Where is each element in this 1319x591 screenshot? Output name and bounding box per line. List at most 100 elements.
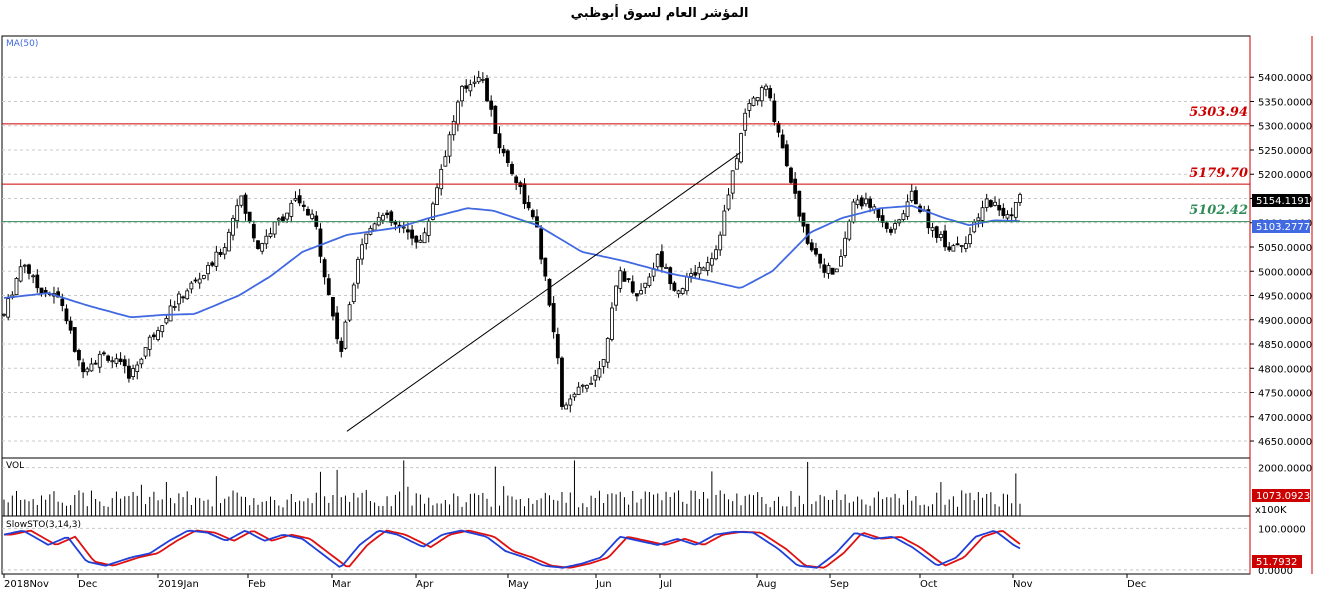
candle-body <box>147 336 152 350</box>
candle-body <box>926 209 931 229</box>
price-tick-label: 4850.0000 <box>1258 340 1312 351</box>
candle-body <box>643 282 648 288</box>
candle-body <box>585 385 589 389</box>
candle-body <box>460 85 464 102</box>
candle-body <box>410 229 414 239</box>
candle-body <box>85 368 90 373</box>
x-tick-label: Aug <box>757 579 777 590</box>
candle-body <box>955 243 960 246</box>
candle-body <box>776 122 781 133</box>
candle-body <box>472 81 477 84</box>
candle-body <box>943 230 947 248</box>
candle-body <box>27 264 31 274</box>
candle-body <box>822 264 827 273</box>
candle-body <box>264 235 269 245</box>
candle-body <box>1013 201 1018 218</box>
candle-body <box>739 133 743 163</box>
candle-body <box>639 290 643 295</box>
candle-body <box>210 262 215 266</box>
candle-body <box>35 274 40 289</box>
price-tick-label: 4900.0000 <box>1258 316 1312 327</box>
candle-body <box>335 312 340 340</box>
volume-readout-box <box>1252 489 1310 502</box>
candle-body <box>351 284 356 303</box>
price-tick-label: 5250.0000 <box>1258 146 1312 157</box>
candle-body <box>322 259 327 278</box>
candle-body <box>564 404 569 410</box>
candle-body <box>568 398 573 406</box>
candle-body <box>497 133 502 149</box>
candle-body <box>160 325 165 333</box>
candle-body <box>222 247 227 255</box>
resistance-level-label-upper: 5303.94 <box>1189 105 1248 120</box>
candle-body <box>97 353 102 368</box>
candle-body <box>426 220 431 236</box>
candle-body <box>480 78 485 81</box>
candle-body <box>181 296 185 299</box>
candle-body <box>385 212 389 216</box>
candle-body <box>72 327 77 352</box>
candle-body <box>356 259 360 284</box>
candle-body <box>630 281 635 293</box>
candle-body <box>976 217 981 222</box>
candle-body <box>726 194 731 210</box>
candle-body <box>526 202 531 209</box>
candle-body <box>510 164 514 175</box>
candle-body <box>176 293 181 305</box>
price-tick-label: 5350.0000 <box>1258 97 1312 108</box>
price-tick-label: 4750.0000 <box>1258 389 1312 400</box>
stochastic-indicator-label: SlowSTO(3,14,3) <box>6 520 81 530</box>
candle-body <box>364 233 369 244</box>
price-tick-label: 4950.0000 <box>1258 292 1312 303</box>
candle-body <box>268 233 273 237</box>
candle-body <box>980 207 985 221</box>
candle-body <box>89 363 94 372</box>
candle-body <box>589 382 594 385</box>
candle-body <box>68 320 73 331</box>
candle-body <box>963 243 968 249</box>
ma-indicator-label: MA(50) <box>6 39 38 49</box>
ma-readout-box <box>1252 220 1310 233</box>
stochastic-tick-label: 0.0000 <box>1258 566 1293 577</box>
candle-body <box>455 101 460 125</box>
candle-body <box>909 190 914 201</box>
price-tick-label: 5300.0000 <box>1258 122 1312 133</box>
candle-body <box>759 87 764 102</box>
candle-body <box>714 249 718 260</box>
candle-body <box>801 212 806 227</box>
candle-body <box>110 360 115 363</box>
candle-body <box>818 253 823 264</box>
candle-body <box>743 112 748 131</box>
candle-body <box>414 235 419 243</box>
candle-body <box>1018 194 1022 203</box>
volume-readout: 1073.0923 <box>1256 491 1310 502</box>
price-tick-label: 4700.0000 <box>1258 413 1312 424</box>
candle-body <box>135 364 140 372</box>
x-tick-label: Nov <box>1013 579 1033 590</box>
x-tick-label: 2018Nov <box>4 579 49 590</box>
candle-body <box>830 267 835 275</box>
x-tick-label: Jul <box>659 579 672 590</box>
resistance-level-label-lower: 5179.70 <box>1189 166 1248 181</box>
candle-body <box>143 347 148 357</box>
candle-body <box>747 103 752 111</box>
candle-body <box>593 375 598 381</box>
candle-body <box>156 330 160 340</box>
candle-body <box>418 239 423 243</box>
candle-body <box>614 285 618 306</box>
candle-body <box>518 182 523 187</box>
candle-body <box>772 100 777 122</box>
candle-body <box>880 215 885 223</box>
candle-body <box>797 190 802 217</box>
candle-body <box>56 291 61 298</box>
candle-body <box>214 251 219 267</box>
price-tick-label: 4800.0000 <box>1258 364 1312 375</box>
candle-body <box>285 212 290 220</box>
candle-body <box>572 393 577 398</box>
candle-body <box>501 148 506 154</box>
candle-body <box>231 217 235 236</box>
candle-body <box>930 227 935 231</box>
last-close-readout: 5154.1191 <box>1256 196 1310 207</box>
candle-body <box>522 183 527 205</box>
